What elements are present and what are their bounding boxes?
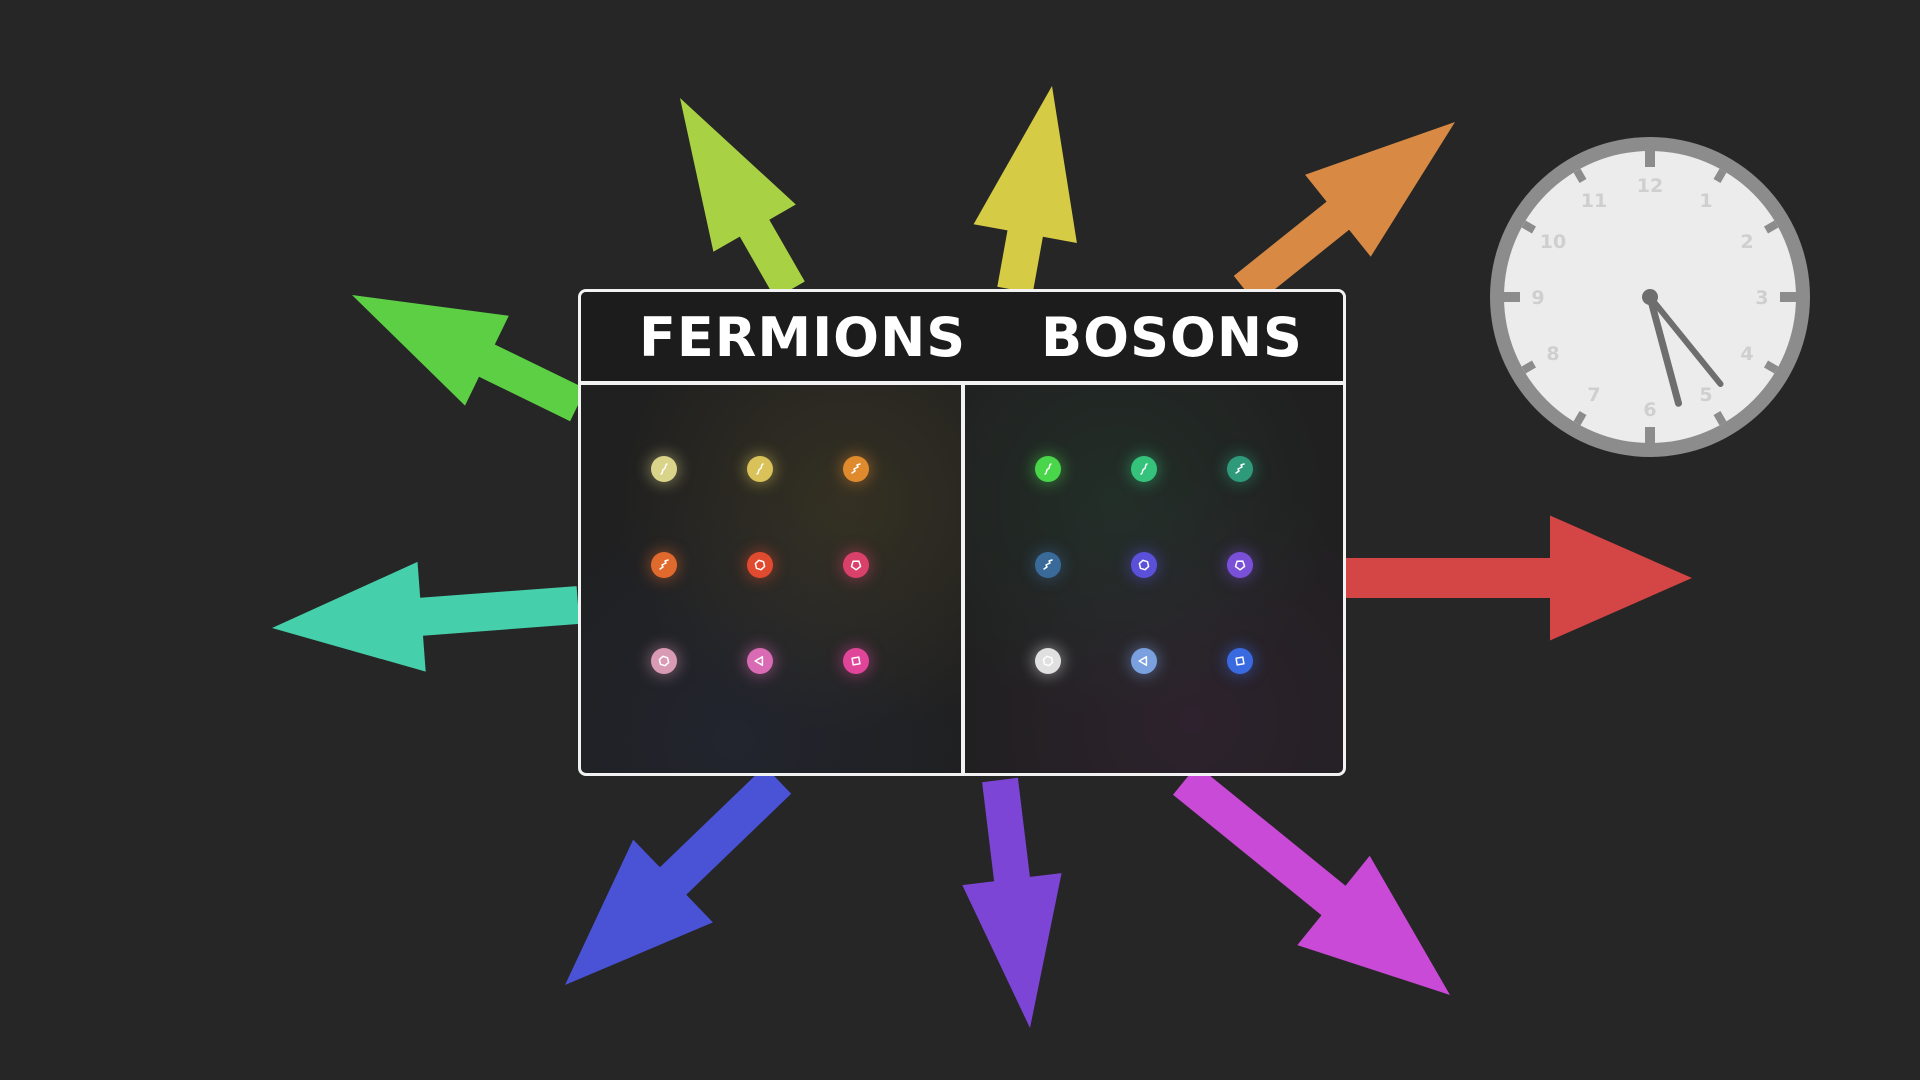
hexagon-icon	[1042, 655, 1054, 667]
clock-numeral: 5	[1699, 384, 1712, 406]
clock-tick	[1713, 168, 1727, 183]
clock-hand-minute	[1646, 293, 1682, 407]
square-icon	[851, 656, 861, 666]
clock-tick	[1713, 411, 1727, 426]
boson-particle	[1035, 648, 1061, 674]
column-divider	[961, 385, 965, 773]
boson-particle	[1227, 456, 1253, 482]
pentagon-icon	[1234, 560, 1246, 571]
hexagon-icon	[754, 559, 766, 571]
boson-particle	[1227, 552, 1253, 578]
arrow-yellow	[973, 86, 1077, 294]
boson-particle	[1227, 648, 1253, 674]
fermion-particle	[747, 648, 773, 674]
arrow-blue	[565, 766, 792, 985]
hexagon-icon	[658, 655, 670, 667]
arrow-teal	[272, 561, 580, 672]
arrow-green	[352, 295, 586, 422]
clock-tick	[1764, 220, 1779, 234]
wave-icon	[660, 463, 668, 475]
arrow-yellow-green	[680, 98, 805, 299]
boson-particle	[1131, 456, 1157, 482]
boson-particle	[1131, 552, 1157, 578]
clock-numeral: 3	[1755, 287, 1768, 309]
clock-numeral: 10	[1540, 231, 1566, 253]
boson-particle	[1131, 648, 1157, 674]
arrow-magenta	[1173, 765, 1450, 995]
arrow-purple	[962, 777, 1062, 1028]
boson-particle	[1035, 552, 1061, 578]
triangle-icon	[1138, 656, 1148, 666]
boson-particle	[1035, 456, 1061, 482]
clock-numeral: 11	[1581, 190, 1607, 212]
clock-tick	[1573, 168, 1587, 183]
clock-tick	[1573, 411, 1587, 426]
zigzag-icon	[659, 559, 669, 570]
fermion-particle	[651, 456, 677, 482]
square-icon	[1235, 656, 1245, 666]
clock-numeral: 12	[1637, 175, 1663, 197]
wave-icon	[1140, 463, 1148, 475]
wave-icon	[756, 463, 764, 475]
bosons-heading: BOSONS	[1041, 306, 1303, 369]
clock-tick	[1521, 220, 1536, 234]
zigzag-icon	[851, 463, 861, 474]
arrow-red	[1346, 515, 1692, 641]
fermion-particle	[747, 456, 773, 482]
wave-icon	[1044, 463, 1052, 475]
fermions-heading: FERMIONS	[639, 306, 967, 369]
clock-tick	[1764, 360, 1779, 374]
pentagon-icon	[850, 560, 862, 571]
clock-numeral: 4	[1740, 343, 1753, 365]
fermion-particle	[651, 648, 677, 674]
fermion-particle	[651, 552, 677, 578]
table-header: FERMIONS BOSONS	[581, 292, 1343, 385]
zigzag-icon	[1235, 463, 1245, 474]
hexagon-icon	[1138, 559, 1150, 571]
fermions-cell	[581, 385, 961, 773]
particle-table: FERMIONS BOSONS	[578, 289, 1346, 776]
bosons-cell	[965, 385, 1343, 773]
clock-tick	[1521, 360, 1536, 374]
fermion-particle	[843, 552, 869, 578]
fermion-particle	[843, 456, 869, 482]
clock-numeral: 7	[1587, 384, 1600, 406]
clock-center	[1642, 289, 1658, 305]
fermion-particle	[747, 552, 773, 578]
clock-numeral: 9	[1531, 287, 1544, 309]
clock-numeral: 1	[1699, 190, 1712, 212]
arrow-orange	[1233, 122, 1455, 305]
zigzag-icon	[1043, 559, 1053, 570]
clock-hand-hour	[1647, 294, 1724, 387]
fermion-particle	[843, 648, 869, 674]
clock-numeral: 6	[1643, 399, 1656, 421]
triangle-icon	[754, 656, 764, 666]
clock-numeral: 2	[1740, 231, 1753, 253]
clock-numeral: 8	[1546, 343, 1559, 365]
